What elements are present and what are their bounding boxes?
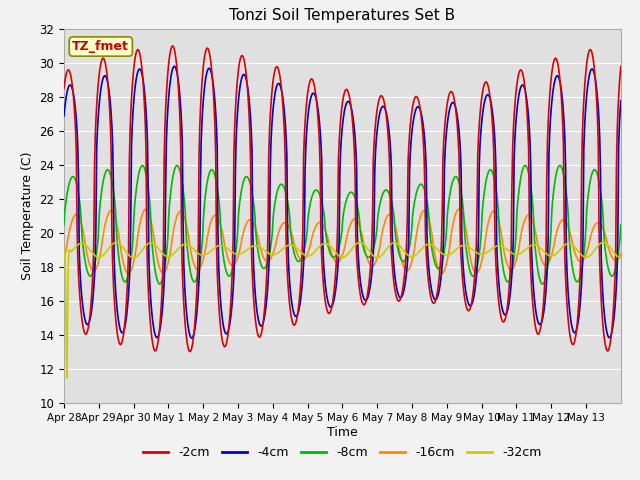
- Legend: -2cm, -4cm, -8cm, -16cm, -32cm: -2cm, -4cm, -8cm, -16cm, -32cm: [138, 441, 547, 464]
- Text: TZ_fmet: TZ_fmet: [72, 40, 129, 53]
- X-axis label: Time: Time: [327, 426, 358, 439]
- Y-axis label: Soil Temperature (C): Soil Temperature (C): [20, 152, 34, 280]
- Title: Tonzi Soil Temperatures Set B: Tonzi Soil Temperatures Set B: [229, 9, 456, 24]
